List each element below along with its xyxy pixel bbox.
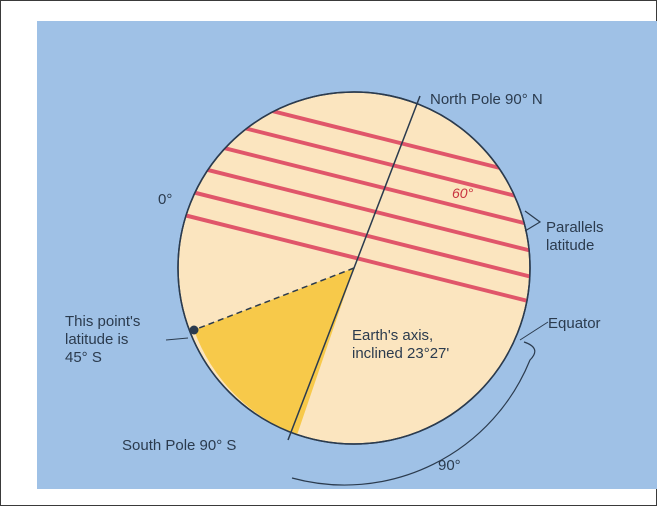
point-label-line-2: latitude is: [65, 331, 128, 348]
parallel-line-3: [179, 135, 530, 229]
latitude-dashed-line: [193, 267, 355, 331]
parallel-line-5: [179, 187, 530, 281]
equator-label: Equator: [548, 315, 601, 332]
ninety-degree-arc: [291, 341, 536, 486]
axis-label-line-2: inclined 23°27': [352, 345, 449, 362]
point-label-line-3: 45° S: [65, 349, 102, 366]
parallel-line-4: [179, 161, 530, 255]
parallel-line-6: [179, 212, 530, 306]
point-label-line-1: This point's: [65, 313, 140, 330]
zero-degree-label: 0°: [158, 191, 172, 208]
south-pole-label: South Pole 90° S: [122, 437, 236, 454]
axis-label-line-1: Earth's axis,: [352, 327, 433, 344]
ninety-degree-label: 90°: [438, 457, 461, 474]
latitude-label: latitude: [546, 237, 594, 254]
parallels-label: Parallels: [546, 219, 604, 236]
latitude-45-wedge: [194, 268, 354, 435]
equator-leader-line: [519, 321, 549, 341]
north-pole-label: North Pole 90° N: [430, 91, 543, 108]
sixty-degree-label: 60°: [452, 185, 474, 201]
point-leader-line: [165, 337, 189, 341]
latitude-point: [189, 325, 199, 335]
parallels-bracket: [524, 210, 542, 232]
